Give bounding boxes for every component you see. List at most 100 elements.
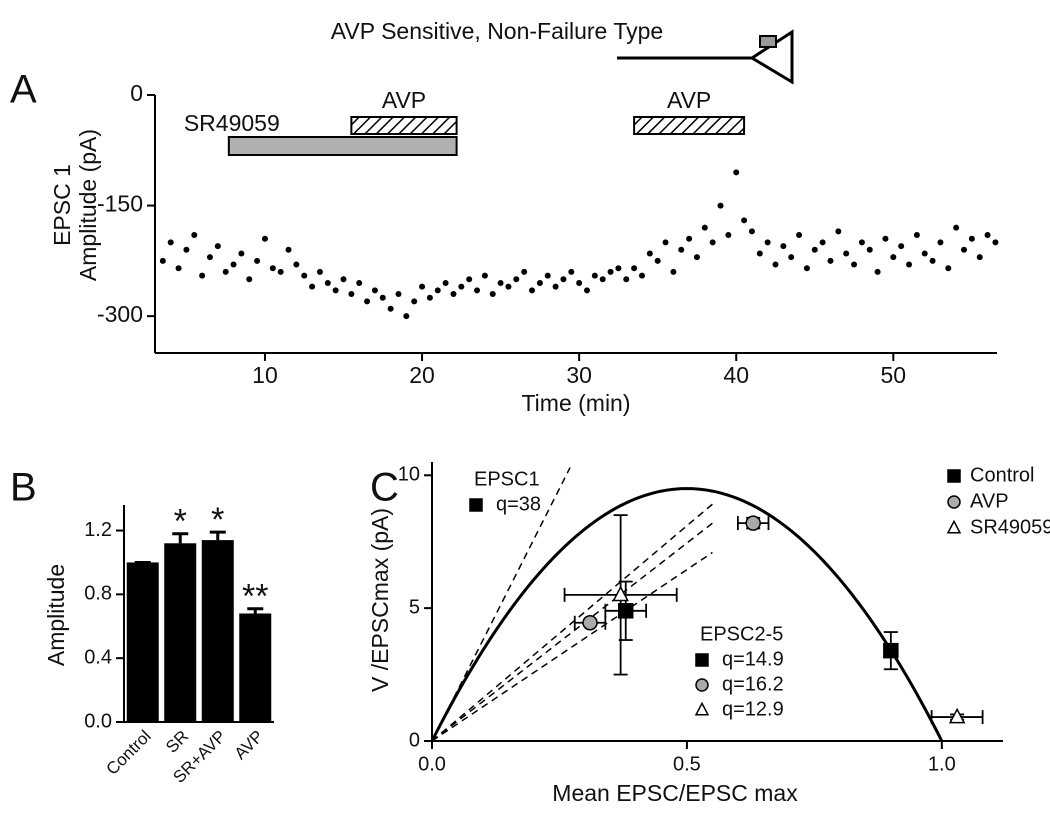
x-tick-label: 40: [723, 362, 749, 388]
x-tick-label: 20: [409, 362, 435, 388]
period-bar: [633, 116, 746, 135]
neuron-icon: [617, 29, 794, 85]
x-tick-label: 0.5: [673, 753, 701, 775]
data-point: [340, 276, 347, 283]
data-point: [583, 287, 590, 294]
data-point: [701, 224, 708, 231]
marker: [745, 515, 761, 531]
bar: [201, 540, 234, 722]
marker: [947, 495, 961, 509]
data-point: [913, 232, 920, 239]
data-point: [937, 239, 944, 246]
data-point: [764, 239, 771, 246]
data-point: [199, 272, 206, 279]
period-label: AVP: [382, 87, 426, 113]
q-label: q=38: [496, 493, 541, 515]
data-point: [607, 268, 614, 275]
data-point: [968, 235, 975, 242]
data-point: [662, 239, 669, 246]
data-point: [466, 276, 473, 283]
data-point: [434, 287, 441, 294]
q-label: q=12.9: [722, 698, 784, 720]
data-point: [725, 232, 732, 239]
data-point: [356, 279, 363, 286]
marker: [469, 498, 483, 512]
data-point: [906, 261, 913, 268]
data-point: [788, 254, 795, 261]
bar: [126, 562, 159, 722]
data-point: [843, 250, 850, 257]
data-point: [230, 261, 237, 268]
data-point: [866, 246, 873, 253]
marker: [612, 585, 629, 602]
data-point: [670, 268, 677, 275]
data-point: [921, 250, 928, 257]
data-point: [803, 265, 810, 272]
data-point: [379, 294, 386, 301]
marker: [946, 519, 962, 534]
data-point: [961, 246, 968, 253]
data-point: [175, 265, 182, 272]
data-point: [631, 265, 638, 272]
y-axis-label: EPSC 1: [49, 164, 75, 246]
data-point: [371, 287, 378, 294]
significance-label: **: [242, 578, 268, 616]
marker: [948, 707, 966, 724]
x-axis-label: Mean EPSC/EPSC max: [552, 780, 798, 806]
data-point: [191, 232, 198, 239]
data-point: [976, 254, 983, 261]
y-tick-label: -150: [97, 191, 143, 217]
initial-slope: [431, 467, 571, 742]
figure-title: AVP Sensitive, Non-Failure Type: [331, 18, 663, 44]
data-point: [733, 169, 740, 176]
q-label: q=14.9: [722, 648, 784, 670]
marker: [694, 701, 710, 716]
data-point: [348, 291, 355, 298]
data-point: [756, 250, 763, 257]
data-point: [741, 217, 748, 224]
y-tick-label: 5: [409, 596, 420, 618]
x-tick-label: 0.0: [418, 753, 446, 775]
y-tick-label: 10: [398, 464, 420, 486]
data-point: [426, 294, 433, 301]
panel-letter: C: [370, 466, 399, 510]
data-point: [497, 279, 504, 286]
marker: [617, 603, 634, 619]
x-tick-label: SR: [162, 727, 192, 757]
data-point: [285, 246, 292, 253]
data-point: [442, 279, 449, 286]
panel-letter: A: [10, 68, 37, 112]
data-point: [254, 257, 261, 264]
y-tick-label: 1.2: [84, 519, 112, 541]
data-point: [945, 265, 952, 272]
data-point: [529, 287, 536, 294]
y-tick-label: -300: [97, 301, 143, 327]
data-point: [505, 283, 512, 290]
bar: [239, 613, 272, 722]
data-point: [709, 239, 716, 246]
data-point: [827, 257, 834, 264]
marker: [695, 678, 709, 692]
data-point: [411, 298, 418, 305]
data-point: [623, 276, 630, 283]
data-point: [395, 291, 402, 298]
data-point: [858, 239, 865, 246]
data-point: [796, 232, 803, 239]
data-point: [984, 232, 991, 239]
data-point: [403, 313, 410, 320]
bar: [164, 543, 197, 722]
significance-label: *: [174, 503, 187, 541]
data-point: [599, 276, 606, 283]
data-point: [481, 272, 488, 279]
data-point: [851, 261, 858, 268]
marker: [883, 642, 899, 659]
data-point: [269, 265, 276, 272]
data-point: [819, 239, 826, 246]
data-point: [238, 250, 245, 257]
y-tick-label: 0.8: [84, 583, 112, 605]
data-point: [953, 224, 960, 231]
data-point: [717, 202, 724, 209]
data-point: [552, 283, 559, 290]
legend-label: SR49059: [970, 516, 1050, 538]
